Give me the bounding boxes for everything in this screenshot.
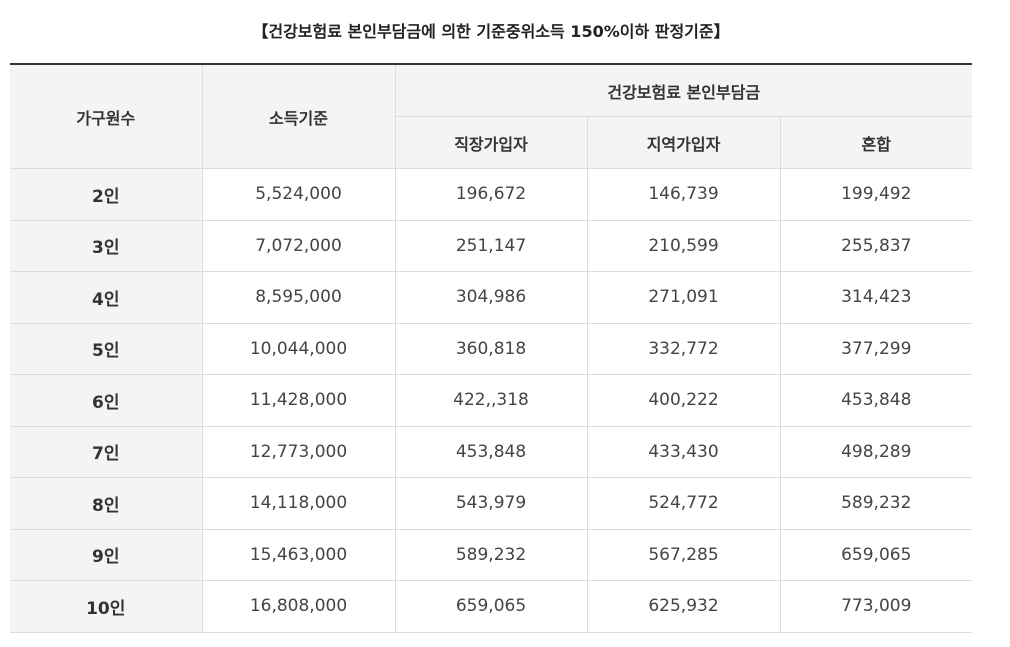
cell-household: 8인 [10,477,203,530]
cell-household: 9인 [10,529,203,581]
table-row: 5인 10,044,000 360,818 332,772 377,299 [10,323,972,375]
cell-household: 7인 [10,426,203,478]
cell-mixed: 659,065 [780,529,972,581]
cell-household: 4인 [10,271,203,324]
header-income: 소득기준 [202,64,396,169]
cell-mixed: 314,423 [780,271,972,324]
cell-regional: 400,222 [587,374,781,427]
cell-employee: 543,979 [395,477,588,530]
cell-household: 3인 [10,220,203,272]
cell-mixed: 773,009 [780,580,972,633]
header-row-2: 직장가입자 지역가입자 혼합 [10,116,972,169]
cell-mixed: 453,848 [780,374,972,427]
cell-income: 7,072,000 [202,220,396,272]
cell-regional: 271,091 [587,271,781,324]
cell-regional: 625,932 [587,580,781,633]
cell-regional: 524,772 [587,477,781,530]
table-row: 8인 14,118,000 543,979 524,772 589,232 [10,477,972,530]
income-criteria-table: 가구원수 소득기준 건강보험료 본인부담금 직장가입자 지역가입자 혼합 2인 … [10,63,972,633]
cell-mixed: 255,837 [780,220,972,272]
table-title: 【건강보험료 본인부담금에 의한 기준중위소득 150%이하 판정기준】 [252,22,730,41]
table-header: 가구원수 소득기준 건강보험료 본인부담금 직장가입자 지역가입자 혼합 [10,64,972,169]
cell-mixed: 498,289 [780,426,972,478]
cell-regional: 146,739 [587,168,781,221]
header-employee: 직장가입자 [395,116,588,169]
table-row: 4인 8,595,000 304,986 271,091 314,423 [10,271,972,324]
cell-income: 11,428,000 [202,374,396,427]
cell-employee: 360,818 [395,323,588,375]
table-body: 2인 5,524,000 196,672 146,739 199,492 3인 … [10,168,972,633]
cell-employee: 196,672 [395,168,588,221]
cell-employee: 589,232 [395,529,588,581]
table-row: 6인 11,428,000 422,,318 400,222 453,848 [10,374,972,427]
cell-household: 2인 [10,168,203,221]
cell-employee: 659,065 [395,580,588,633]
header-household: 가구원수 [10,64,203,169]
cell-household: 10인 [10,580,203,633]
header-mixed: 혼합 [780,116,972,169]
cell-mixed: 377,299 [780,323,972,375]
table-row: 2인 5,524,000 196,672 146,739 199,492 [10,168,972,221]
cell-regional: 567,285 [587,529,781,581]
cell-regional: 210,599 [587,220,781,272]
table-row: 7인 12,773,000 453,848 433,430 498,289 [10,426,972,478]
cell-income: 14,118,000 [202,477,396,530]
header-premium-group: 건강보험료 본인부담금 [395,64,972,117]
cell-income: 10,044,000 [202,323,396,375]
cell-income: 15,463,000 [202,529,396,581]
cell-mixed: 589,232 [780,477,972,530]
cell-regional: 332,772 [587,323,781,375]
header-row-1: 가구원수 소득기준 건강보험료 본인부담금 [10,64,972,169]
cell-income: 8,595,000 [202,271,396,324]
cell-household: 5인 [10,323,203,375]
cell-employee: 453,848 [395,426,588,478]
cell-income: 16,808,000 [202,580,396,633]
cell-employee: 251,147 [395,220,588,272]
cell-mixed: 199,492 [780,168,972,221]
header-regional: 지역가입자 [587,116,781,169]
table-row: 3인 7,072,000 251,147 210,599 255,837 [10,220,972,272]
cell-household: 6인 [10,374,203,427]
table-row: 9인 15,463,000 589,232 567,285 659,065 [10,529,972,581]
cell-income: 5,524,000 [202,168,396,221]
cell-employee: 422,,318 [395,374,588,427]
cell-regional: 433,430 [587,426,781,478]
cell-income: 12,773,000 [202,426,396,478]
table-row: 10인 16,808,000 659,065 625,932 773,009 [10,580,972,633]
cell-employee: 304,986 [395,271,588,324]
